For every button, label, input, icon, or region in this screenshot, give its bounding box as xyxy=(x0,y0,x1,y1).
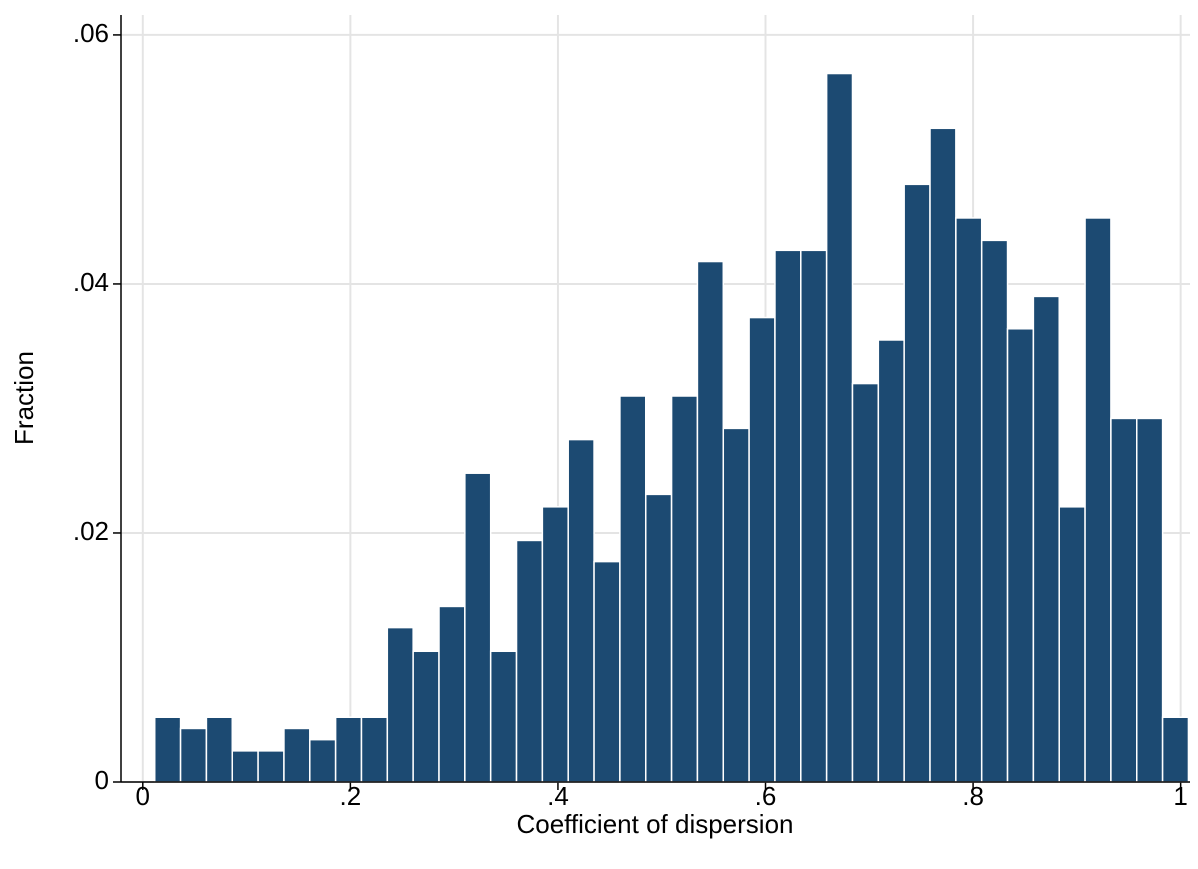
bar xyxy=(464,472,492,783)
bar xyxy=(438,605,466,783)
bar xyxy=(877,339,905,783)
bar xyxy=(619,395,647,783)
bar xyxy=(774,249,802,783)
bar xyxy=(179,727,208,783)
bar xyxy=(567,438,595,783)
bar xyxy=(205,716,234,783)
bar xyxy=(360,716,389,783)
bar xyxy=(722,427,750,783)
bar xyxy=(851,382,880,783)
bar xyxy=(412,650,440,783)
bar xyxy=(283,727,311,783)
bar xyxy=(1161,716,1190,783)
bar xyxy=(670,395,699,783)
bar xyxy=(489,650,518,783)
x-tick-label: 0 xyxy=(136,781,150,811)
x-tick-label: 1 xyxy=(1173,781,1187,811)
y-tick-label: .04 xyxy=(73,267,109,297)
x-tick-label: .6 xyxy=(755,781,777,811)
bar xyxy=(696,260,725,783)
x-tick-label: .4 xyxy=(547,781,569,811)
x-tick-label: .2 xyxy=(340,781,362,811)
y-tick-label: .02 xyxy=(73,516,109,546)
bar xyxy=(257,750,285,783)
y-axis-title: Fraction xyxy=(9,351,39,445)
bar xyxy=(593,560,621,783)
bar xyxy=(929,127,957,783)
bar xyxy=(980,239,1009,783)
bar xyxy=(825,72,854,783)
bar xyxy=(1058,506,1086,783)
bar xyxy=(800,249,828,783)
bar xyxy=(644,493,673,783)
bar xyxy=(231,750,259,783)
bar xyxy=(334,716,363,783)
x-axis-title: Coefficient of dispersion xyxy=(516,809,793,839)
bar xyxy=(1136,417,1164,783)
bar xyxy=(515,539,544,783)
bar xyxy=(309,738,337,783)
y-tick-label: .06 xyxy=(73,18,109,48)
bar xyxy=(1032,295,1060,783)
bar xyxy=(955,217,983,783)
x-tick-label: .8 xyxy=(962,781,984,811)
bar xyxy=(903,183,931,783)
bar xyxy=(153,716,182,783)
bar xyxy=(1110,417,1138,783)
bar xyxy=(386,626,414,783)
y-tick-label: 0 xyxy=(95,765,109,795)
bar xyxy=(1006,328,1035,783)
bar xyxy=(541,506,569,783)
bar xyxy=(1084,217,1112,783)
bar xyxy=(748,316,776,783)
